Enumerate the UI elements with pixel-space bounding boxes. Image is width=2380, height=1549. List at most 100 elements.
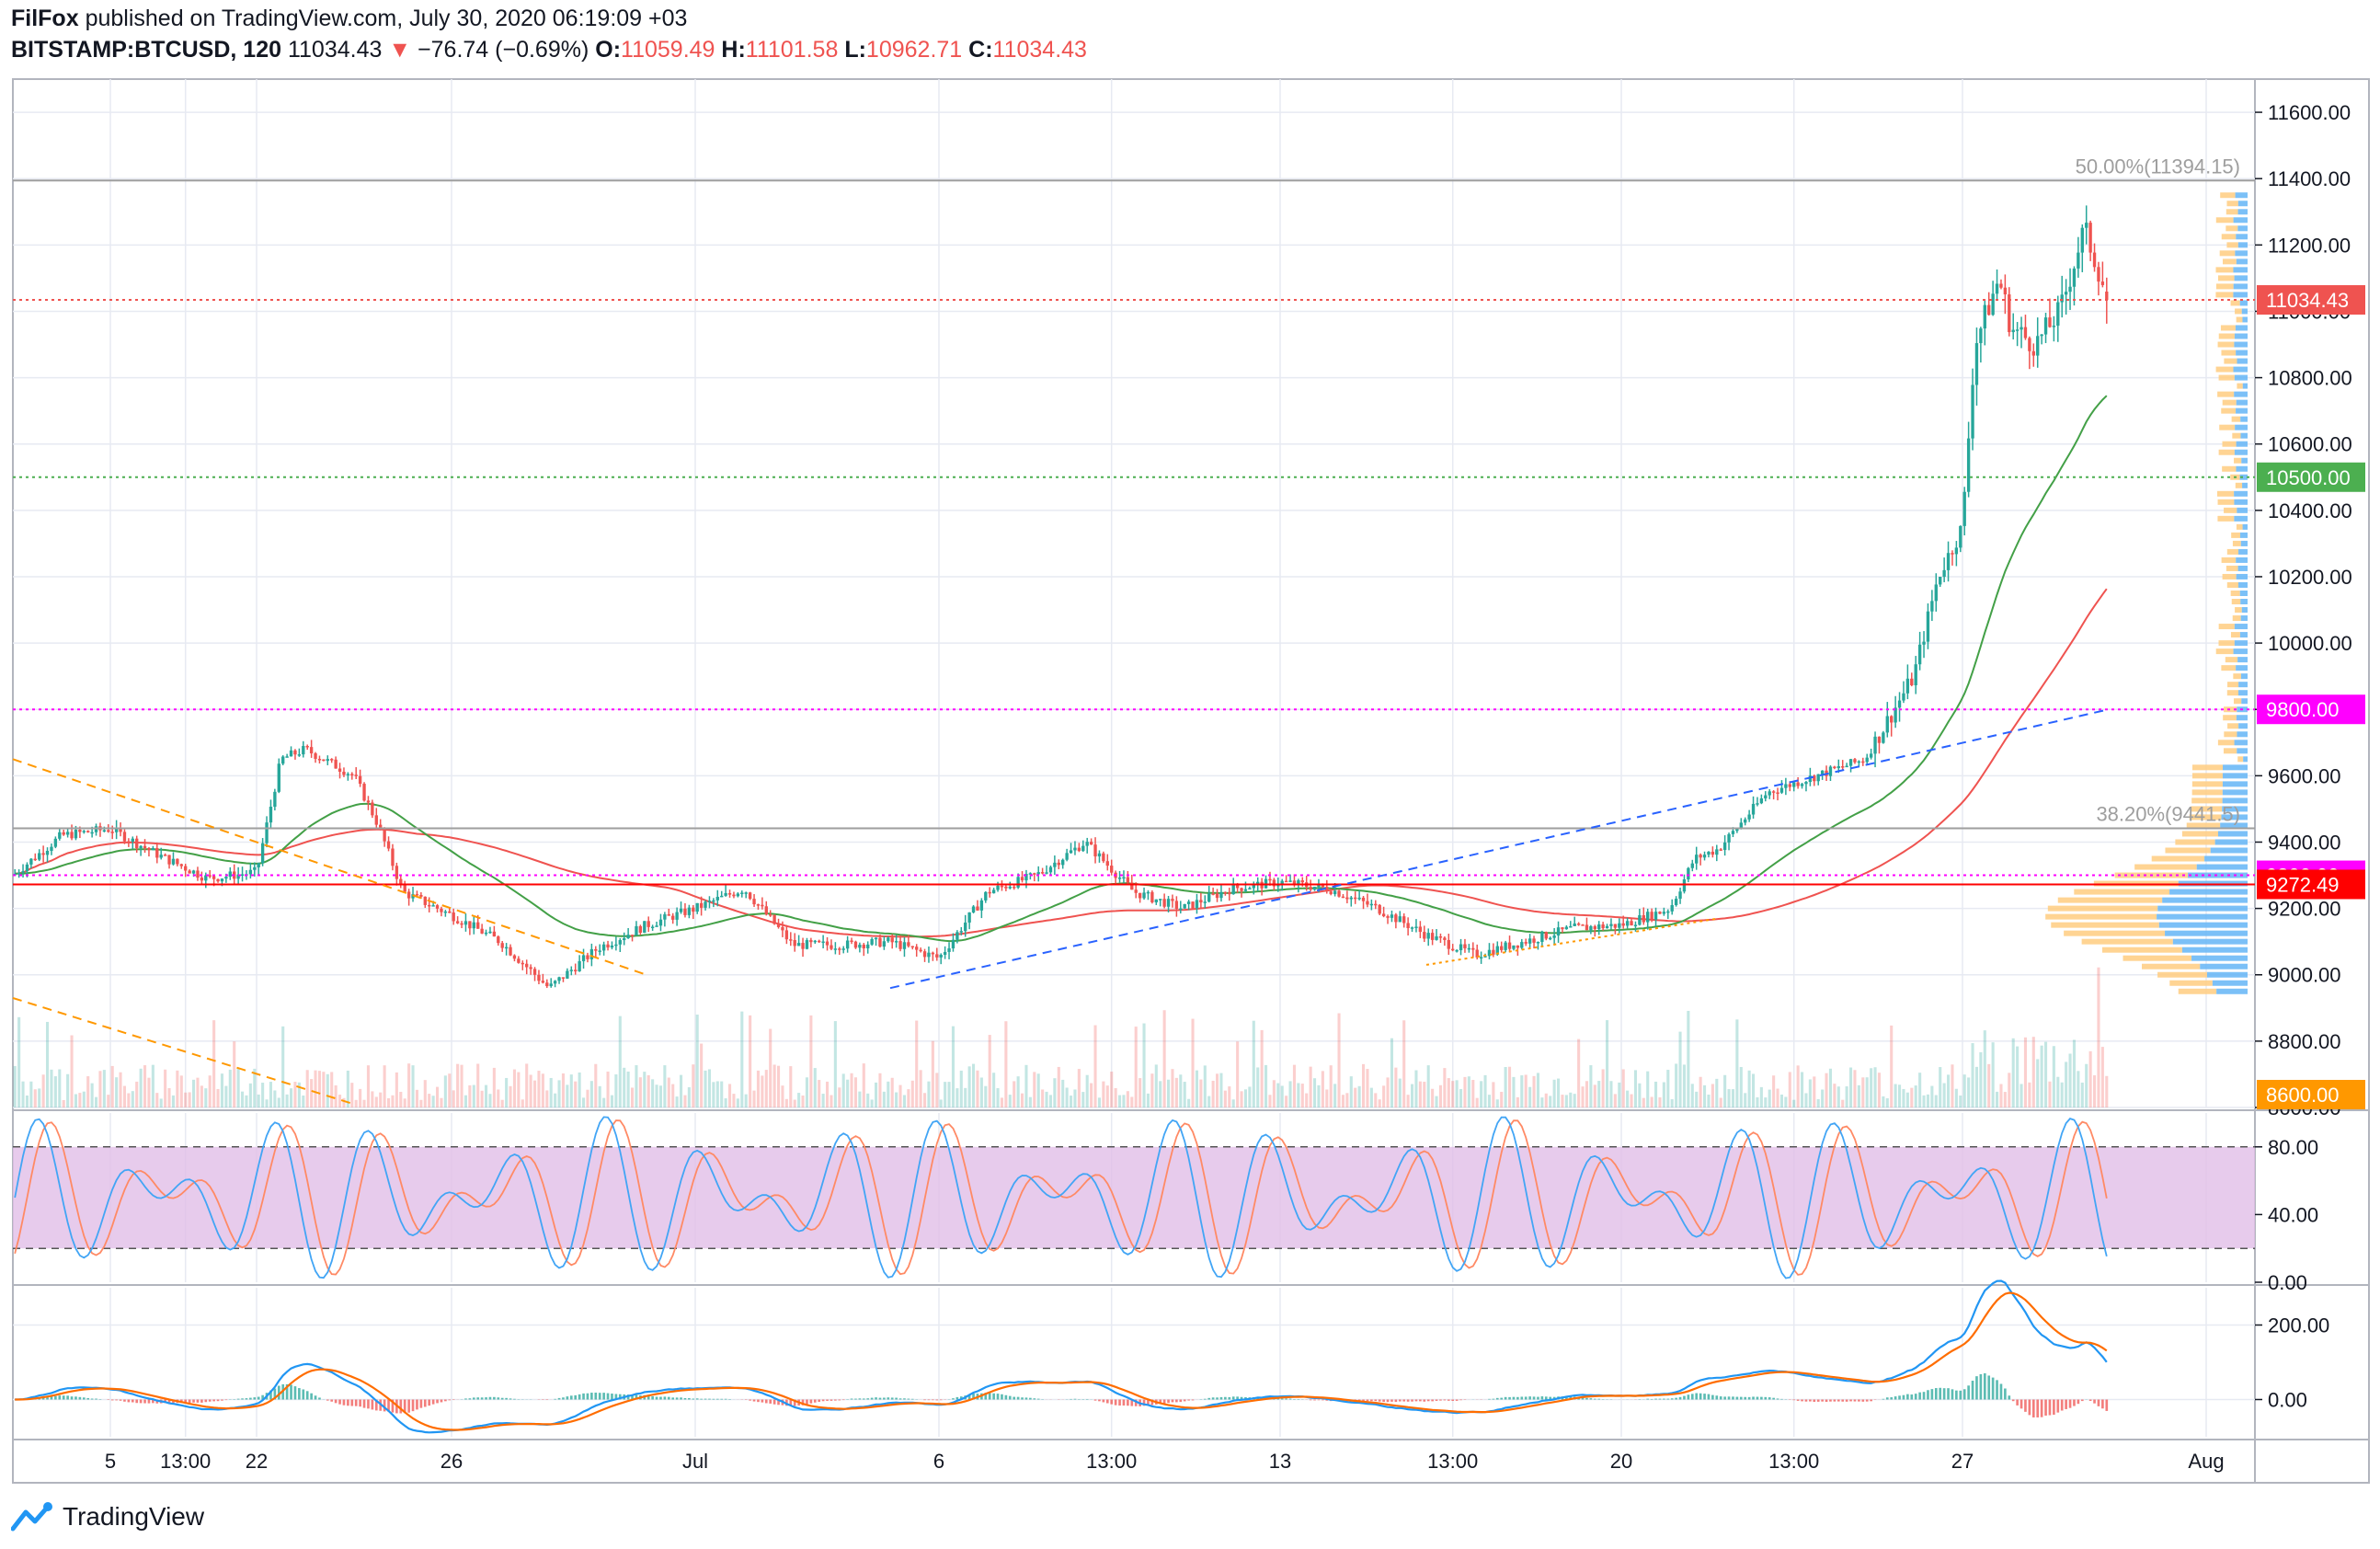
candle-body [1150, 891, 1154, 902]
author-name[interactable]: FilFox [11, 6, 79, 31]
volume-profile-bar [2225, 657, 2238, 663]
candle-body [517, 958, 521, 963]
macd-histogram-bar [1962, 1389, 1966, 1400]
price-change: −76.74 (−0.69%) [418, 37, 589, 63]
candle-body [354, 774, 358, 776]
footer-brand[interactable]: TradingView [11, 1501, 204, 1532]
volume-profile-bar [2242, 316, 2248, 323]
volume-bar [890, 1077, 894, 1107]
volume-bar [1601, 1069, 1605, 1107]
volume-bar [1885, 1098, 1889, 1107]
symbol-label[interactable]: BITSTAMP:BTCUSD, 120 [11, 37, 282, 63]
volume-bar [1613, 1094, 1617, 1107]
volume-bar [1179, 1074, 1183, 1107]
candle-body [1199, 900, 1203, 903]
macd-histogram-bar [1382, 1399, 1385, 1403]
candle-body [887, 937, 890, 942]
candle-body [1861, 761, 1865, 763]
volume-bar [423, 1080, 427, 1107]
volume-bar [1650, 1096, 1653, 1107]
volume-bar [715, 1081, 719, 1107]
candle-body [623, 938, 626, 941]
candle-body [1934, 584, 1938, 602]
volume-bar [131, 1091, 134, 1107]
volume-profile-bar [2231, 599, 2241, 605]
volume-profile-bar [2172, 938, 2248, 945]
macd-histogram-bar [1537, 1396, 1539, 1400]
macd-histogram-bar [992, 1393, 995, 1400]
volume-bar [354, 1099, 358, 1107]
volume-bar [1223, 1090, 1227, 1107]
volume-profile-bar [2237, 657, 2248, 663]
volume-bar [1561, 1095, 1564, 1107]
candle-body [796, 943, 801, 947]
volume-profile-bar [2237, 756, 2244, 763]
volume-bar [1577, 1038, 1581, 1107]
candle-body [302, 745, 305, 755]
candle-body [1024, 874, 1028, 881]
volume-bar [66, 1073, 70, 1107]
candle-body [220, 878, 224, 882]
macd-histogram-bar [683, 1397, 687, 1400]
macd-histogram-bar [1033, 1398, 1036, 1400]
volume-profile-bar [2238, 690, 2248, 696]
volume-bar [1438, 1084, 1443, 1107]
volume-profile-bar [2237, 358, 2248, 364]
time-tick-label: 13:00 [160, 1450, 211, 1473]
candle-body [281, 756, 285, 764]
macd-histogram-bar [1942, 1388, 1946, 1400]
candle-body [1995, 283, 1999, 294]
volume-profile-bar [2239, 300, 2248, 306]
candle-body [1374, 903, 1378, 906]
macd-histogram-bar [115, 1399, 118, 1401]
candle-body [362, 784, 366, 801]
macd-histogram-bar [646, 1395, 650, 1400]
volume-profile-bar [2214, 839, 2248, 845]
volume-bar [1475, 1097, 1479, 1107]
volume-bar [764, 1070, 768, 1107]
candle-body [841, 948, 845, 950]
volume-profile-bar [2226, 548, 2239, 555]
volume-bar [967, 1066, 971, 1107]
macd-histogram-bar [82, 1397, 86, 1400]
volume-bar [1390, 1038, 1394, 1107]
volume-bar [379, 1092, 383, 1107]
volume-bar [1333, 1084, 1337, 1107]
volume-bar [2023, 1037, 2028, 1107]
volume-bar [371, 1091, 374, 1107]
macd-histogram-bar [793, 1399, 796, 1406]
volume-bar [1500, 1091, 1504, 1107]
candle-body [1345, 897, 1349, 900]
candle-body [1784, 784, 1788, 788]
candle-body [176, 858, 179, 865]
volume-profile-bar [2237, 748, 2248, 754]
volume-profile-bar [2221, 234, 2237, 240]
volume-profile-bar [2217, 740, 2235, 746]
volume-bar [435, 1086, 440, 1107]
volume-bar [1825, 1073, 1828, 1107]
macd-histogram-bar [1987, 1375, 1991, 1400]
volume-profile-bar [2237, 565, 2248, 571]
macd-histogram-bar [1585, 1397, 1588, 1400]
volume-profile-bar [2234, 374, 2248, 381]
volume-bar [366, 1065, 371, 1107]
volume-bar [2040, 1045, 2043, 1107]
candle-body [606, 944, 610, 948]
volume-bar [971, 1063, 976, 1107]
macd-histogram-bar [586, 1393, 589, 1400]
fib-level-label: 38.20%(9441.5) [2096, 803, 2240, 826]
macd-histogram-bar [1565, 1396, 1568, 1400]
volume-bar [488, 1094, 492, 1107]
volume-profile-bar [2238, 723, 2248, 729]
candle-body [894, 941, 898, 943]
macd-histogram-bar [1516, 1396, 1519, 1400]
volume-bar [58, 1069, 62, 1107]
candle-body [833, 948, 838, 950]
volume-profile-bar [2215, 292, 2234, 298]
close-label: C: [968, 37, 993, 63]
candle-body [33, 858, 37, 861]
candle-body [1500, 946, 1504, 950]
volume-bar [1134, 1027, 1138, 1107]
candle-body [265, 822, 269, 843]
